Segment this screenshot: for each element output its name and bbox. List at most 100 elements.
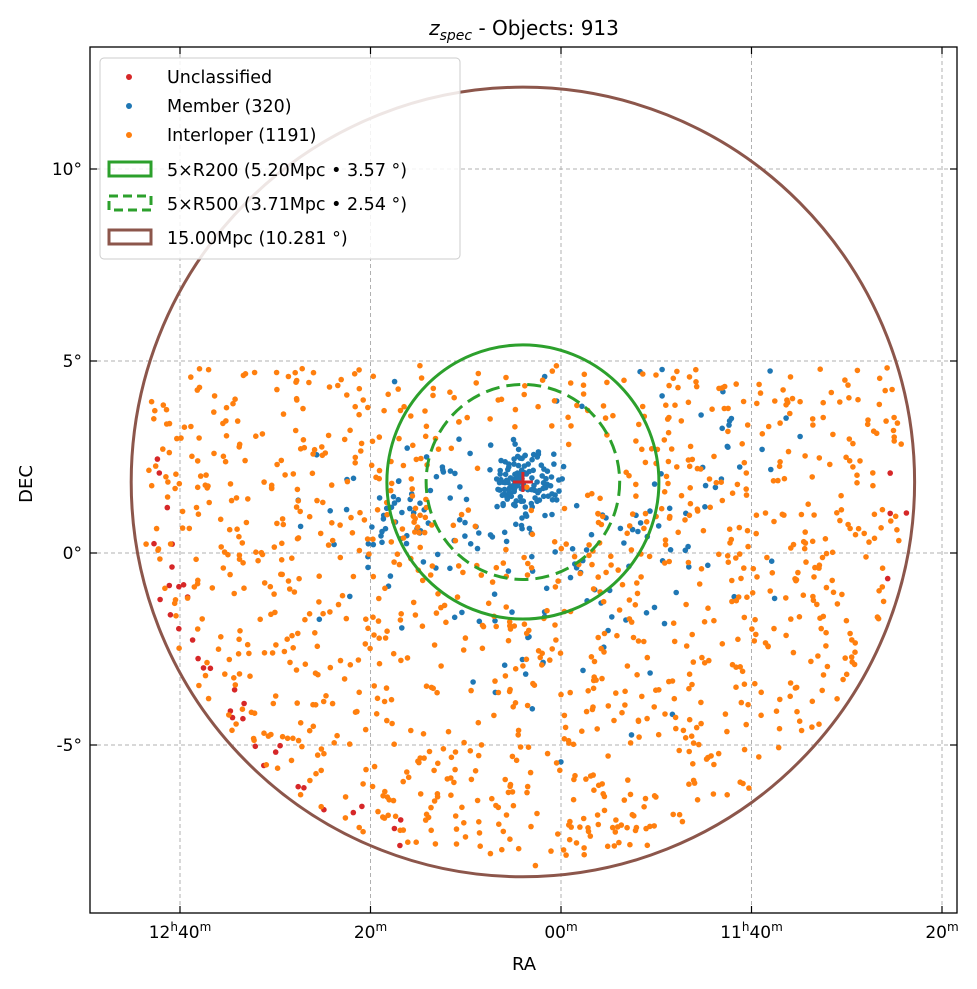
point-interloper — [165, 479, 171, 485]
point-interloper — [478, 742, 485, 748]
point-interloper — [629, 511, 636, 517]
point-interloper — [157, 556, 163, 562]
point-interloper — [236, 636, 242, 643]
point-interloper — [366, 551, 372, 557]
point-interloper — [352, 454, 359, 461]
point-interloper — [636, 734, 642, 740]
point-interloper — [641, 525, 647, 532]
point-interloper — [316, 599, 322, 605]
point-interloper — [643, 825, 649, 832]
point-interloper — [587, 833, 594, 839]
y-tick-label: -5° — [57, 736, 82, 756]
point-interloper — [204, 485, 210, 491]
point-interloper — [711, 453, 717, 460]
point-interloper — [222, 671, 228, 677]
point-interloper — [430, 385, 437, 392]
legend-box — [99, 57, 461, 260]
point-interloper — [423, 423, 430, 430]
point-member — [447, 468, 454, 474]
point-interloper — [694, 506, 701, 512]
point-interloper — [381, 407, 387, 414]
point-member — [583, 547, 590, 553]
point-interloper — [674, 464, 680, 470]
point-interloper — [316, 573, 323, 579]
point-member — [487, 442, 494, 448]
point-interloper — [671, 638, 678, 645]
point-interloper — [352, 403, 359, 410]
point-interloper — [429, 522, 435, 528]
point-interloper — [612, 829, 619, 835]
point-interloper — [270, 700, 277, 707]
point-interloper — [570, 796, 577, 803]
point-interloper — [651, 704, 657, 710]
point-interloper — [458, 511, 465, 518]
point-interloper — [690, 740, 697, 746]
point-interloper — [326, 384, 333, 390]
point-interloper — [707, 504, 713, 511]
point-interloper — [223, 404, 230, 411]
point-interloper — [693, 366, 699, 373]
point-interloper — [235, 651, 242, 657]
point-member — [540, 493, 547, 500]
point-interloper — [797, 398, 803, 405]
point-interloper — [693, 724, 700, 731]
point-interloper — [300, 405, 306, 412]
point-interloper — [511, 623, 518, 629]
point-interloper — [374, 507, 381, 513]
point-interloper — [757, 390, 764, 396]
point-interloper — [672, 402, 678, 409]
point-interloper — [558, 545, 565, 552]
point-interloper — [693, 379, 699, 385]
point-interloper — [737, 779, 743, 785]
point-member — [404, 445, 411, 451]
point-interloper — [197, 473, 204, 479]
point-interloper — [590, 685, 597, 692]
point-unclassified — [166, 582, 173, 589]
point-interloper — [624, 663, 631, 669]
point-interloper — [716, 551, 722, 558]
point-interloper — [823, 584, 830, 591]
point-interloper — [220, 453, 227, 460]
point-interloper — [609, 824, 616, 831]
point-interloper — [802, 453, 808, 459]
point-interloper — [889, 386, 895, 393]
point-interloper — [452, 813, 459, 819]
point-interloper — [781, 512, 787, 518]
point-interloper — [475, 752, 482, 759]
point-member — [456, 436, 462, 443]
point-interloper — [417, 512, 423, 519]
point-interloper — [257, 616, 264, 623]
point-interloper — [682, 517, 688, 523]
point-interloper — [653, 372, 659, 378]
point-interloper — [589, 490, 595, 497]
point-interloper — [356, 547, 363, 554]
point-interloper — [163, 406, 170, 413]
point-interloper — [290, 645, 297, 651]
point-interloper — [394, 551, 401, 557]
point-unclassified — [887, 470, 893, 476]
point-interloper — [701, 619, 708, 625]
point-interloper — [239, 706, 246, 712]
point-interloper — [736, 551, 743, 557]
point-member — [705, 562, 711, 569]
point-interloper — [871, 535, 878, 542]
point-interloper — [342, 815, 349, 821]
point-interloper — [360, 781, 366, 787]
point-interloper — [278, 557, 285, 563]
point-interloper — [635, 717, 642, 724]
point-interloper — [226, 712, 232, 718]
point-interloper — [188, 423, 194, 430]
point-interloper — [777, 420, 783, 426]
point-interloper — [758, 689, 764, 696]
point-interloper — [184, 595, 191, 601]
point-member — [522, 504, 529, 510]
point-member — [382, 525, 389, 532]
point-interloper — [583, 708, 590, 715]
point-interloper — [769, 570, 776, 576]
point-interloper — [506, 619, 513, 625]
point-interloper — [306, 379, 312, 386]
point-interloper — [357, 509, 363, 516]
point-interloper — [639, 693, 645, 700]
point-interloper — [850, 464, 856, 470]
point-unclassified — [180, 582, 187, 588]
